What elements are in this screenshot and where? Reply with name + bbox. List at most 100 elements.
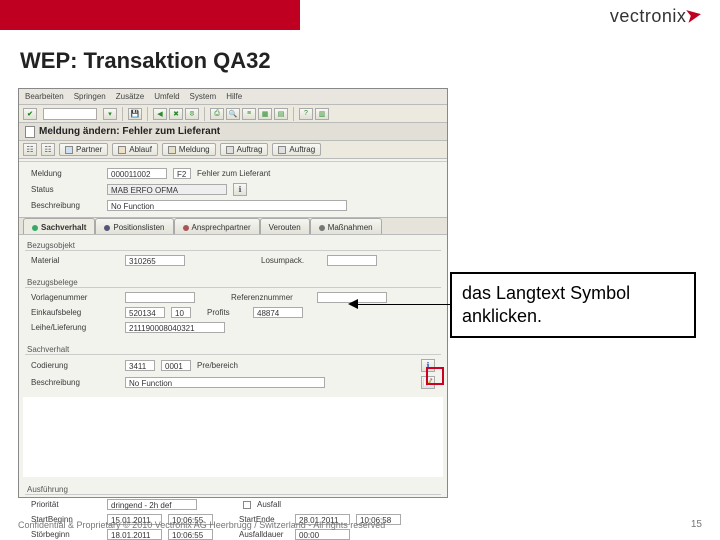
row-einkauf: Einkaufsbeleg 520134 10 Profits 48874 (25, 305, 441, 320)
label-ausfalldauer: Ausfalldauer (239, 530, 289, 539)
tab-verouten[interactable]: Verouten (260, 218, 310, 234)
label-ausfall: Ausfall (257, 500, 281, 509)
partner-button[interactable]: Partner (59, 143, 108, 156)
tab-label: Maßnahmen (328, 223, 373, 232)
tab-sachverhalt[interactable]: Sachverhalt (23, 218, 95, 234)
row-codierung: Codierung 3411 0001 Pre/bereich ℹ (25, 357, 441, 374)
auftrag-button[interactable]: Auftrag (220, 143, 269, 156)
sap-window: Bearbeiten Springen Zusätze Umfeld Syste… (18, 88, 448, 498)
brand-logo: vectronix➤ (610, 6, 702, 27)
tab-icon (319, 225, 325, 231)
sachverhalt-section: Sachverhalt Codierung 3411 0001 Pre/bere… (19, 339, 447, 395)
menu-item[interactable]: Zusätze (116, 92, 144, 101)
tab-positionslisten[interactable]: Positionslisten (95, 218, 173, 234)
callout-arrow-head-icon (348, 299, 358, 309)
vorlagenr-field[interactable] (125, 292, 195, 303)
cancel-icon[interactable]: ⦻ (185, 108, 199, 120)
group-bezugsbelege: Bezugsbelege (25, 278, 441, 288)
find-icon[interactable]: 🔍 (226, 108, 240, 120)
menu-item[interactable]: System (190, 92, 217, 101)
losump-field[interactable] (327, 255, 377, 266)
slide-accent-bar (0, 0, 300, 30)
sap-toolbar: ✔ ▾ 💾 ◀ ✖ ⦻ ⎙ 🔍 ≡ ▦ ▤ ? ▥ (19, 105, 447, 123)
tab-strip: Sachverhalt Positionslisten Ansprechpart… (19, 217, 447, 235)
toolbar-separator (147, 107, 148, 121)
exit-icon[interactable]: ✖ (169, 108, 183, 120)
menu-item[interactable]: Hilfe (226, 92, 242, 101)
label-codierung: Codierung (31, 361, 119, 370)
stor-time[interactable]: 10:06:55 (168, 529, 213, 540)
sach-beschr-field[interactable]: No Function (125, 377, 325, 388)
chip-label: Auftrag (237, 145, 263, 154)
save-icon[interactable]: 💾 (128, 108, 142, 120)
beschreibung-field[interactable]: No Function (107, 200, 347, 211)
meldung-number[interactable]: 000011002 (107, 168, 167, 179)
label-beschreibung: Beschreibung (31, 201, 101, 210)
menu-item[interactable]: Bearbeiten (25, 92, 64, 101)
row-material: Material 310265 Losumpack. (25, 253, 441, 268)
bezugsbelege-section: Bezugsbelege Vorlagenummer Referenznumme… (19, 272, 447, 339)
layout-icon[interactable]: ≡ (242, 108, 256, 120)
status-field: MAB ERFO OFMA (107, 184, 227, 195)
tb-toggle-icon[interactable]: ▾ (103, 108, 117, 120)
label-meldung: Meldung (31, 169, 101, 178)
row-beschreibung: Beschreibung No Function (25, 198, 441, 213)
label-einkauf: Einkaufsbeleg (31, 308, 119, 317)
row-lieferung: Leihe/Lieferung 211190008040321 (25, 320, 441, 335)
layout4-icon[interactable]: ▥ (315, 108, 329, 120)
sap-action-buttons: ☷ ☷ Partner Ablauf Meldung Auftrag Auftr… (19, 141, 447, 159)
meldung-icon (168, 146, 176, 154)
lieferung-field[interactable]: 211190008040321 (125, 322, 225, 333)
ausfall-checkbox[interactable] (243, 501, 251, 509)
auftrag-icon (226, 146, 234, 154)
tab-massnahmen[interactable]: Maßnahmen (310, 218, 382, 234)
ablauf-button[interactable]: Ablauf (112, 143, 158, 156)
label-losump: Losumpack. (261, 256, 321, 265)
meldung-button[interactable]: Meldung (162, 143, 216, 156)
status-info-icon[interactable]: ℹ (233, 183, 247, 196)
stor-date[interactable]: 18.01.2011 (107, 529, 162, 540)
action-icon[interactable]: ☷ (23, 143, 37, 156)
layout2-icon[interactable]: ▦ (258, 108, 272, 120)
callout-text: das Langtext Symbol anklicken. (462, 283, 630, 326)
enter-icon[interactable]: ✔ (23, 108, 37, 120)
einkauf-doc[interactable]: 520134 (125, 307, 165, 318)
print-icon[interactable]: ⎙ (210, 108, 224, 120)
help-icon[interactable]: ? (299, 108, 313, 120)
action-icon[interactable]: ☷ (41, 143, 55, 156)
material-field[interactable]: 310265 (125, 255, 185, 266)
prioritaet-field[interactable]: dringend - 2h def (107, 499, 197, 510)
row-sach-beschr: Beschreibung No Function 📝 (25, 374, 441, 391)
tab-label: Verouten (269, 223, 301, 232)
bezugsobjekt-section: Bezugsobjekt Material 310265 Losumpack. (19, 235, 447, 272)
einkauf-pos[interactable]: 10 (171, 307, 191, 318)
ausfuehrung-section: Ausführung Priorität dringend - 2h def A… (19, 479, 447, 540)
ablauf-icon (118, 146, 126, 154)
codierung-1[interactable]: 3411 (125, 360, 155, 371)
layout3-icon[interactable]: ▤ (274, 108, 288, 120)
ausfalldauer-field[interactable]: 00:00 (295, 529, 350, 540)
toolbar-separator (122, 107, 123, 121)
callout-box: das Langtext Symbol anklicken. (450, 272, 696, 338)
partner-icon (65, 146, 73, 154)
tab-icon (183, 225, 189, 231)
command-field[interactable] (43, 108, 97, 120)
label-material: Material (31, 256, 119, 265)
chip-label: Meldung (179, 145, 210, 154)
row-vorlage: Vorlagenummer Referenznummer (25, 290, 441, 305)
sap-window-title: Meldung ändern: Fehler zum Lieferant (39, 126, 220, 137)
menu-item[interactable]: Umfeld (154, 92, 179, 101)
menu-item[interactable]: Springen (74, 92, 106, 101)
codierung-2[interactable]: 0001 (161, 360, 191, 371)
auftrag2-button[interactable]: Auftrag (272, 143, 321, 156)
blank-area (23, 397, 443, 477)
tab-ansprechpartner[interactable]: Ansprechpartner (174, 218, 260, 234)
meldung-type[interactable]: F2 (173, 168, 191, 179)
slide-footer: Confidential & Proprietary © 2010 Vectro… (18, 520, 385, 530)
chip-label: Partner (76, 145, 102, 154)
row-status: Status MAB ERFO OFMA ℹ (25, 181, 441, 198)
back-icon[interactable]: ◀ (153, 108, 167, 120)
tab-label: Ansprechpartner (192, 223, 251, 232)
label-lieferung: Leihe/Lieferung (31, 323, 119, 332)
profits-field[interactable]: 48874 (253, 307, 303, 318)
